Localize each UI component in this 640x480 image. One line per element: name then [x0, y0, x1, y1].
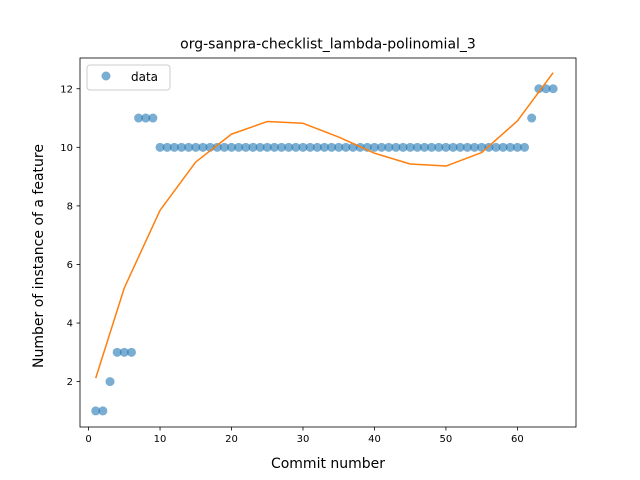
axes: 0 10 20 30 40 50 60 2 4 6 8 10 12	[60, 57, 577, 445]
legend-marker-data	[101, 71, 111, 81]
data-point	[398, 142, 408, 152]
data-point	[405, 142, 415, 152]
data-point	[298, 142, 308, 152]
data-point	[455, 142, 465, 152]
data-point	[448, 142, 458, 152]
data-point	[505, 142, 515, 152]
data-point	[377, 142, 387, 152]
data-point	[520, 142, 530, 152]
data-point	[155, 142, 165, 152]
data-point	[312, 142, 322, 152]
data-point	[98, 406, 108, 416]
data-point	[198, 142, 208, 152]
data-point	[327, 142, 337, 152]
data-point	[241, 142, 251, 152]
data-point	[512, 142, 522, 152]
data-point	[334, 142, 344, 152]
data-point	[269, 142, 279, 152]
data-point	[491, 142, 501, 152]
y-tick-label: 6	[67, 260, 73, 271]
data-point	[162, 142, 172, 152]
data-point	[227, 142, 237, 152]
plot-area	[91, 72, 558, 416]
data-point	[548, 84, 558, 94]
data-point	[434, 142, 444, 152]
data-point	[412, 142, 422, 152]
legend-label-data: data	[131, 70, 158, 84]
x-axis-label: Commit number	[271, 456, 385, 472]
data-point	[477, 142, 487, 152]
data-point	[369, 142, 379, 152]
data-point	[234, 142, 244, 152]
data-point	[105, 377, 115, 387]
data-point	[384, 142, 394, 152]
data-point	[284, 142, 294, 152]
data-point	[319, 142, 329, 152]
data-point	[91, 406, 101, 416]
x-tick-label: 0	[85, 434, 91, 445]
y-axis-label: Number of instance of a feature	[31, 144, 47, 368]
data-point	[341, 142, 351, 152]
data-point	[262, 142, 272, 152]
data-point	[219, 142, 229, 152]
data-point	[248, 142, 258, 152]
legend-frame	[86, 64, 171, 91]
legend: data	[86, 64, 171, 91]
x-tick-label: 40	[368, 434, 381, 445]
data-point	[527, 113, 537, 123]
data-point	[498, 142, 508, 152]
data-point	[427, 142, 437, 152]
data-point	[141, 113, 151, 123]
x-tick-label: 10	[154, 434, 167, 445]
data-point	[148, 113, 158, 123]
data-point	[184, 142, 194, 152]
data-point	[191, 142, 201, 152]
data-point	[176, 142, 186, 152]
data-point	[291, 142, 301, 152]
y-tick-label: 8	[67, 201, 73, 212]
data-point	[305, 142, 315, 152]
data-point	[134, 113, 144, 123]
data-point	[169, 142, 179, 152]
y-tick-label: 12	[60, 84, 73, 95]
data-point	[119, 347, 129, 357]
data-point	[126, 347, 136, 357]
fit-curve	[95, 72, 554, 379]
axes-frame	[79, 57, 577, 428]
chart-title: org-sanpra-checklist_lambda-polinomial_3	[180, 37, 476, 53]
data-point	[462, 142, 472, 152]
x-tick-label: 60	[511, 434, 524, 445]
x-tick-label: 20	[225, 434, 238, 445]
data-point	[212, 142, 222, 152]
x-tick-label: 50	[440, 434, 453, 445]
y-tick-label: 4	[67, 319, 73, 330]
x-tick-label: 30	[297, 434, 310, 445]
data-point	[277, 142, 287, 152]
data-point	[255, 142, 265, 152]
data-point	[112, 347, 122, 357]
data-point	[470, 142, 480, 152]
data-point	[391, 142, 401, 152]
data-point	[419, 142, 429, 152]
data-point	[534, 84, 544, 94]
y-tick-label: 10	[60, 143, 73, 154]
data-point	[441, 142, 451, 152]
y-tick-label: 2	[67, 377, 73, 388]
